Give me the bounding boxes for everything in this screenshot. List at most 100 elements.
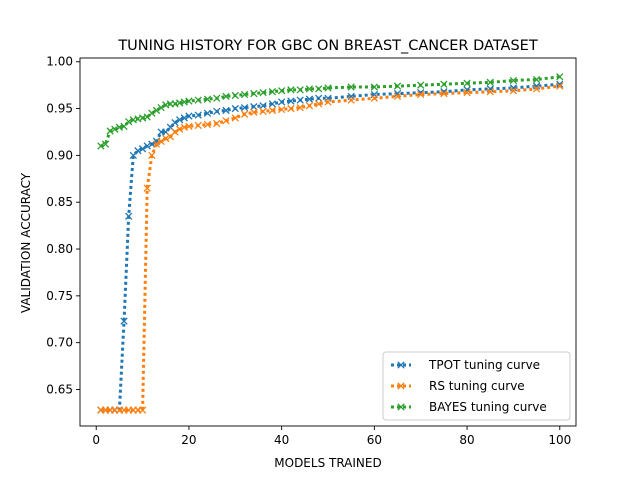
data-point	[486, 78, 494, 87]
data-point	[97, 142, 105, 150]
data-point	[556, 80, 564, 88]
data-point	[463, 79, 471, 87]
data-point	[203, 109, 212, 117]
data-point	[111, 125, 119, 133]
data-point	[509, 76, 518, 85]
data-point	[157, 137, 165, 145]
data-point	[315, 94, 323, 102]
data-point	[222, 92, 230, 101]
data-point	[305, 95, 314, 103]
data-point	[143, 184, 151, 192]
data-point	[532, 85, 541, 93]
data-point	[268, 106, 277, 115]
legend-swatch-marker	[397, 403, 405, 411]
data-point	[106, 127, 114, 135]
legend-box	[382, 351, 571, 421]
data-point	[250, 89, 258, 98]
data-point	[213, 119, 221, 128]
data-point	[296, 103, 304, 112]
data-point	[370, 83, 379, 91]
x-tick-label: 100	[548, 433, 571, 447]
data-point	[222, 106, 230, 115]
y-tick-label: 0.80	[46, 242, 73, 256]
data-point	[556, 73, 564, 81]
legend-label: RS tuning curve	[429, 379, 525, 393]
data-point	[417, 90, 425, 99]
data-point	[277, 98, 286, 106]
data-point	[393, 92, 402, 101]
data-point	[296, 86, 304, 94]
data-point	[213, 94, 221, 102]
data-point	[305, 102, 314, 110]
data-point	[259, 107, 267, 116]
x-tick-label: 20	[181, 433, 196, 447]
data-point	[509, 87, 518, 95]
y-axis-title: VALIDATION ACCURACY	[19, 172, 33, 313]
data-point	[162, 134, 170, 143]
data-point	[180, 114, 188, 122]
data-point	[185, 112, 193, 120]
data-point	[101, 140, 110, 148]
data-point	[120, 317, 128, 325]
y-tick-label: 1.00	[46, 55, 73, 69]
data-point	[222, 117, 230, 125]
plot-frame	[79, 57, 577, 427]
data-point	[315, 85, 323, 93]
data-point	[176, 125, 184, 133]
data-point	[259, 88, 267, 97]
data-point	[152, 140, 161, 148]
data-point	[125, 118, 133, 126]
data-point	[134, 147, 142, 155]
chart-title: TUNING HISTORY FOR GBC ON BREAST_CANCER …	[117, 38, 538, 54]
data-point	[213, 107, 221, 116]
data-point	[532, 75, 541, 84]
data-point	[440, 80, 448, 88]
data-point	[194, 111, 202, 119]
x-tick-label: 60	[367, 433, 382, 447]
data-point	[486, 88, 494, 96]
y-tick-label: 0.95	[46, 102, 73, 116]
data-point	[287, 97, 295, 105]
data-point	[463, 88, 471, 97]
data-point	[532, 82, 541, 90]
legend-label: BAYES tuning curve	[429, 400, 547, 414]
data-point	[171, 118, 179, 127]
x-tick-label: 40	[274, 433, 289, 447]
data-point	[231, 104, 239, 113]
data-point	[194, 121, 202, 130]
y-tick-label: 0.65	[46, 382, 73, 396]
data-point	[315, 100, 323, 108]
data-point	[250, 103, 258, 111]
data-point	[125, 212, 133, 220]
data-point	[203, 95, 212, 103]
data-point	[417, 81, 425, 89]
data-point	[176, 116, 184, 124]
data-point	[157, 103, 165, 112]
data-point	[138, 145, 147, 153]
y-tick-label: 0.85	[46, 195, 73, 209]
x-axis-title: MODELS TRAINED	[274, 456, 381, 470]
x-tick-label: 0	[92, 433, 100, 447]
data-point	[268, 100, 277, 108]
y-tick-label: 0.90	[46, 148, 73, 162]
y-tick-label: 0.70	[46, 336, 73, 350]
data-point	[185, 122, 193, 131]
data-point	[185, 97, 193, 105]
data-point	[287, 104, 295, 113]
data-point	[370, 94, 379, 102]
data-point	[305, 85, 314, 93]
legend-swatch-marker	[397, 382, 405, 390]
data-point	[194, 96, 202, 104]
legend: TPOT tuning curve RS tuning curve BAYES tu…	[382, 351, 571, 421]
data-point	[148, 109, 156, 117]
ticks-layer: 0 20 40 60 80 100 0.65 0.70 0.75 0.80 0.85 0.90 0.95…	[46, 55, 571, 447]
data-point	[152, 106, 161, 115]
data-point	[171, 128, 179, 136]
data-point	[268, 88, 277, 96]
data-point	[138, 406, 147, 414]
data-point	[277, 105, 286, 114]
data-point	[203, 120, 212, 129]
data-point	[231, 91, 239, 100]
data-point	[556, 82, 564, 90]
